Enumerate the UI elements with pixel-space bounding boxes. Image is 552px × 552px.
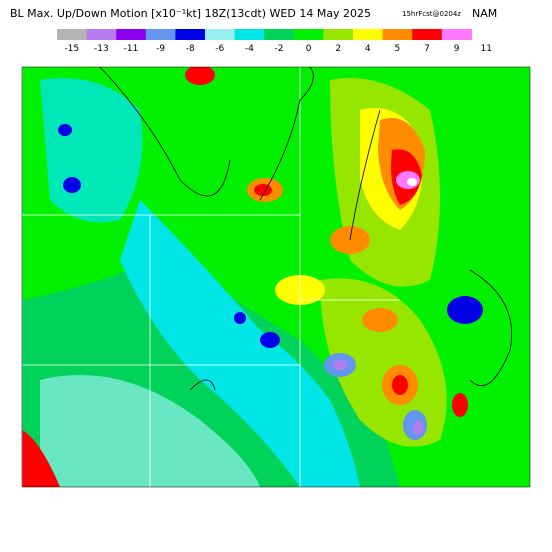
forecast-time: 15hrFcst@0204z — [402, 10, 461, 18]
colorbar-box — [234, 29, 265, 40]
colorbar-box — [353, 29, 384, 40]
colorbar-box — [145, 29, 176, 40]
map-frame — [21, 66, 531, 488]
colorbar-label: 7 — [424, 44, 430, 54]
colorbar-label: 11 — [480, 44, 491, 54]
colorbar-box — [116, 29, 147, 40]
colorbar-box — [86, 29, 117, 40]
colorbar-box — [382, 29, 413, 40]
colorbar-label: 2 — [335, 44, 341, 54]
colorbar-label: -9 — [156, 44, 165, 54]
colorbar-box — [323, 29, 354, 40]
colorbar-label: 4 — [365, 44, 371, 54]
map — [22, 67, 530, 487]
colorbar-label: -8 — [186, 44, 195, 54]
colorbar-box — [175, 29, 206, 40]
colorbar-label: -2 — [275, 44, 284, 54]
colorbar-box — [441, 29, 472, 40]
colorbar-box — [57, 29, 88, 40]
colorbar-label: -13 — [94, 44, 109, 54]
colorbar-label: -11 — [124, 44, 139, 54]
title: BL Max. Up/Down Motion [x10⁻¹kt] 18Z(13c… — [10, 7, 371, 20]
colorbar-label: 5 — [395, 44, 401, 54]
colorbar-box — [205, 29, 236, 40]
colorbar-box — [412, 29, 443, 40]
colorbar-label: -6 — [215, 44, 224, 54]
colorbar-label: 0 — [306, 44, 312, 54]
colorbar-label: -15 — [64, 44, 79, 54]
colorbar: -15 -13 -11 -9 -8 -6 -4 -2 0 2 4 5 7 9 11 — [57, 29, 492, 54]
model-name: NAM — [472, 7, 497, 20]
colorbar-box — [293, 29, 324, 40]
colorbar-label: -4 — [245, 44, 254, 54]
colorbar-label: 9 — [454, 44, 460, 54]
colorbar-box — [264, 29, 295, 40]
